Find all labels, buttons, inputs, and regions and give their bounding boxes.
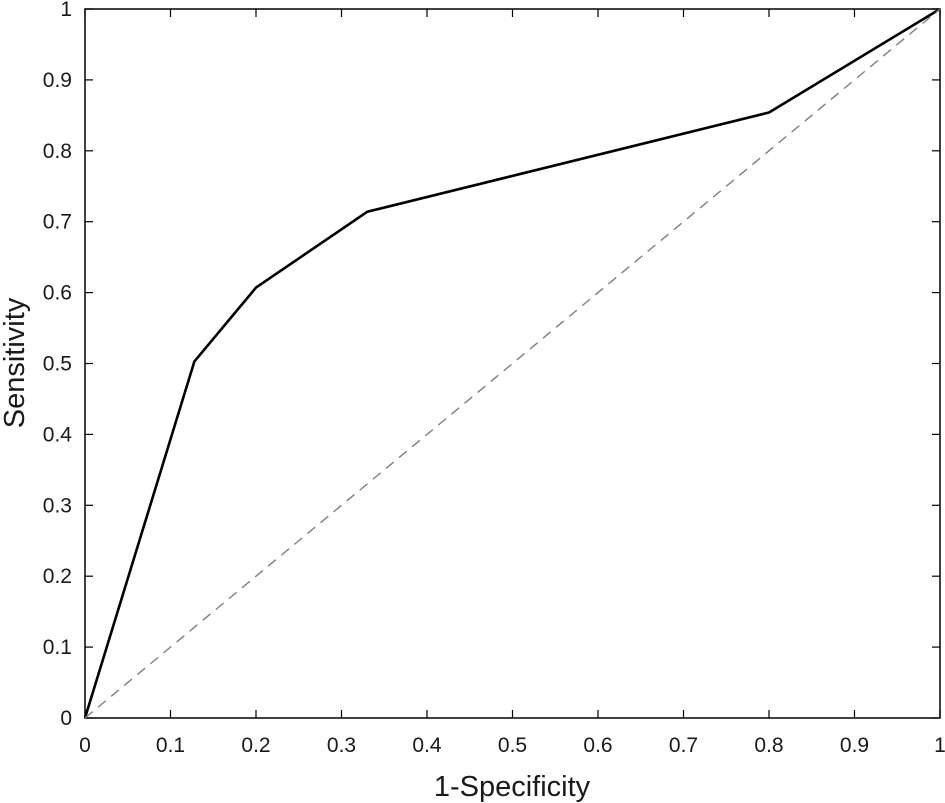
x-tick-label: 1: [934, 734, 945, 757]
x-tick-label: 0.8: [754, 734, 783, 757]
y-tick-label: 0.5: [43, 353, 72, 376]
reference-diagonal-line: [84, 8, 941, 719]
series-layer: [83, 7, 941, 719]
y-tick-label: 0: [60, 707, 72, 730]
y-tick-label: 0.7: [43, 211, 72, 234]
y-axis-ticks: 0 0.1 0.2 0.3 0.4 0.5 0.6 0.7 0.8 0.9 1: [43, 0, 940, 730]
x-axis-label: 1-Specificity: [434, 771, 591, 803]
x-tick-label: 0: [79, 734, 91, 757]
x-tick-label: 0.4: [412, 734, 442, 757]
y-tick-label: 0.2: [43, 565, 72, 588]
x-tick-label: 0.6: [583, 734, 612, 757]
roc-curve-line: [83, 7, 941, 719]
y-tick-label: 0.3: [43, 494, 72, 517]
y-tick-label: 0.6: [43, 282, 72, 305]
y-tick-label: 1: [60, 0, 72, 21]
x-axis-ticks: 0 0.1 0.2 0.3 0.4 0.5 0.6 0.7 0.8 0.9 1: [79, 9, 945, 757]
x-tick-label: 0.2: [241, 734, 270, 757]
x-tick-label: 0.7: [669, 734, 698, 757]
y-tick-label: 0.4: [43, 423, 73, 446]
y-tick-label: 0.9: [43, 69, 72, 92]
x-tick-label: 0.9: [840, 734, 869, 757]
x-tick-label: 0.5: [498, 734, 527, 757]
y-tick-label: 0.8: [43, 140, 72, 163]
x-tick-label: 0.3: [327, 734, 356, 757]
y-tick-label: 0.1: [43, 636, 72, 659]
y-axis-label: Sensitivity: [0, 297, 31, 428]
x-tick-label: 0.1: [156, 734, 185, 757]
